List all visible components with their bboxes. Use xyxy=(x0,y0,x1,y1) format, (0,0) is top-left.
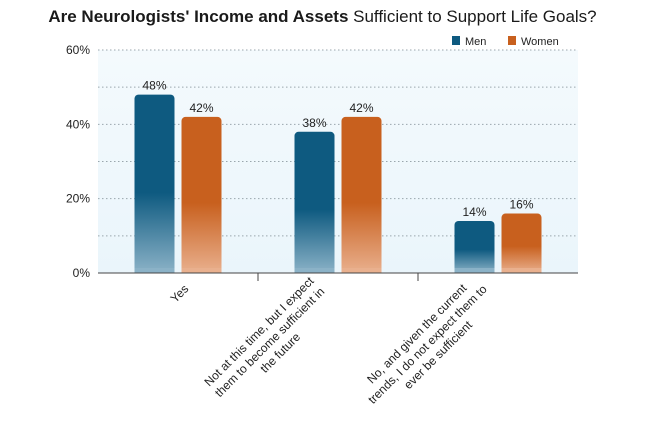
data-label: 48% xyxy=(142,79,166,93)
chart-title-bold: Are Neurologists' Income and Assets xyxy=(48,7,349,26)
legend-label-men: Men xyxy=(465,36,486,48)
bar-men-2 xyxy=(454,220,495,273)
bar-women-1 xyxy=(341,116,382,274)
x-category-label: Yes xyxy=(168,282,192,306)
x-category-label: No, and given the currenttrends, I do no… xyxy=(355,271,501,417)
y-tick-label: 60% xyxy=(66,43,90,57)
data-label: 16% xyxy=(509,198,533,212)
data-label: 38% xyxy=(302,116,326,130)
svg-text:Yes: Yes xyxy=(168,282,192,306)
data-label: 42% xyxy=(189,101,213,115)
legend-swatch-men xyxy=(452,36,460,45)
bar-men-0 xyxy=(134,94,175,273)
legend-swatch-women xyxy=(508,36,516,45)
bar-base xyxy=(294,268,335,273)
y-axis: 0% 20% 40% 60% xyxy=(66,43,90,280)
x-category-line: Not at this time, but I expect xyxy=(201,274,317,390)
bar-base xyxy=(341,268,382,273)
y-tick-label: 20% xyxy=(66,192,90,206)
bar-base xyxy=(501,268,542,273)
bar-base xyxy=(181,268,222,273)
bar-women-2 xyxy=(501,213,542,273)
legend-label-women: Women xyxy=(521,36,559,48)
bars xyxy=(134,94,542,274)
legend: Men Women xyxy=(452,36,559,48)
x-category-line: Yes xyxy=(168,282,192,306)
chart-title: Are Neurologists' Income and Assets Suff… xyxy=(0,7,645,27)
bar-base xyxy=(454,268,495,273)
grid-lines xyxy=(98,49,578,237)
x-axis: Yes Not at this time, but I expectthem to… xyxy=(98,271,578,417)
x-category-line: them to become sufficient in xyxy=(212,284,327,399)
x-category-line: trends, I do not expect them to xyxy=(365,282,490,407)
bar-men-1 xyxy=(294,131,335,273)
data-labels: 48% 38% 14% 42% 42% 16% xyxy=(142,79,533,219)
y-tick-label: 40% xyxy=(66,117,90,131)
bar-base xyxy=(134,268,175,273)
svg-text:No, and given the currenttrend: No, and given the currenttrends, I do no… xyxy=(355,271,501,417)
data-label: 14% xyxy=(462,205,486,219)
y-tick-label: 0% xyxy=(73,266,91,280)
x-category-label: Not at this time, but I expectthem to be… xyxy=(201,274,338,411)
svg-text:Not at this time, but I expect: Not at this time, but I expectthem to be… xyxy=(201,274,338,411)
bar-women-0 xyxy=(181,116,222,274)
chart-title-rest: Sufficient to Support Life Goals? xyxy=(348,7,597,26)
data-label: 42% xyxy=(349,101,373,115)
